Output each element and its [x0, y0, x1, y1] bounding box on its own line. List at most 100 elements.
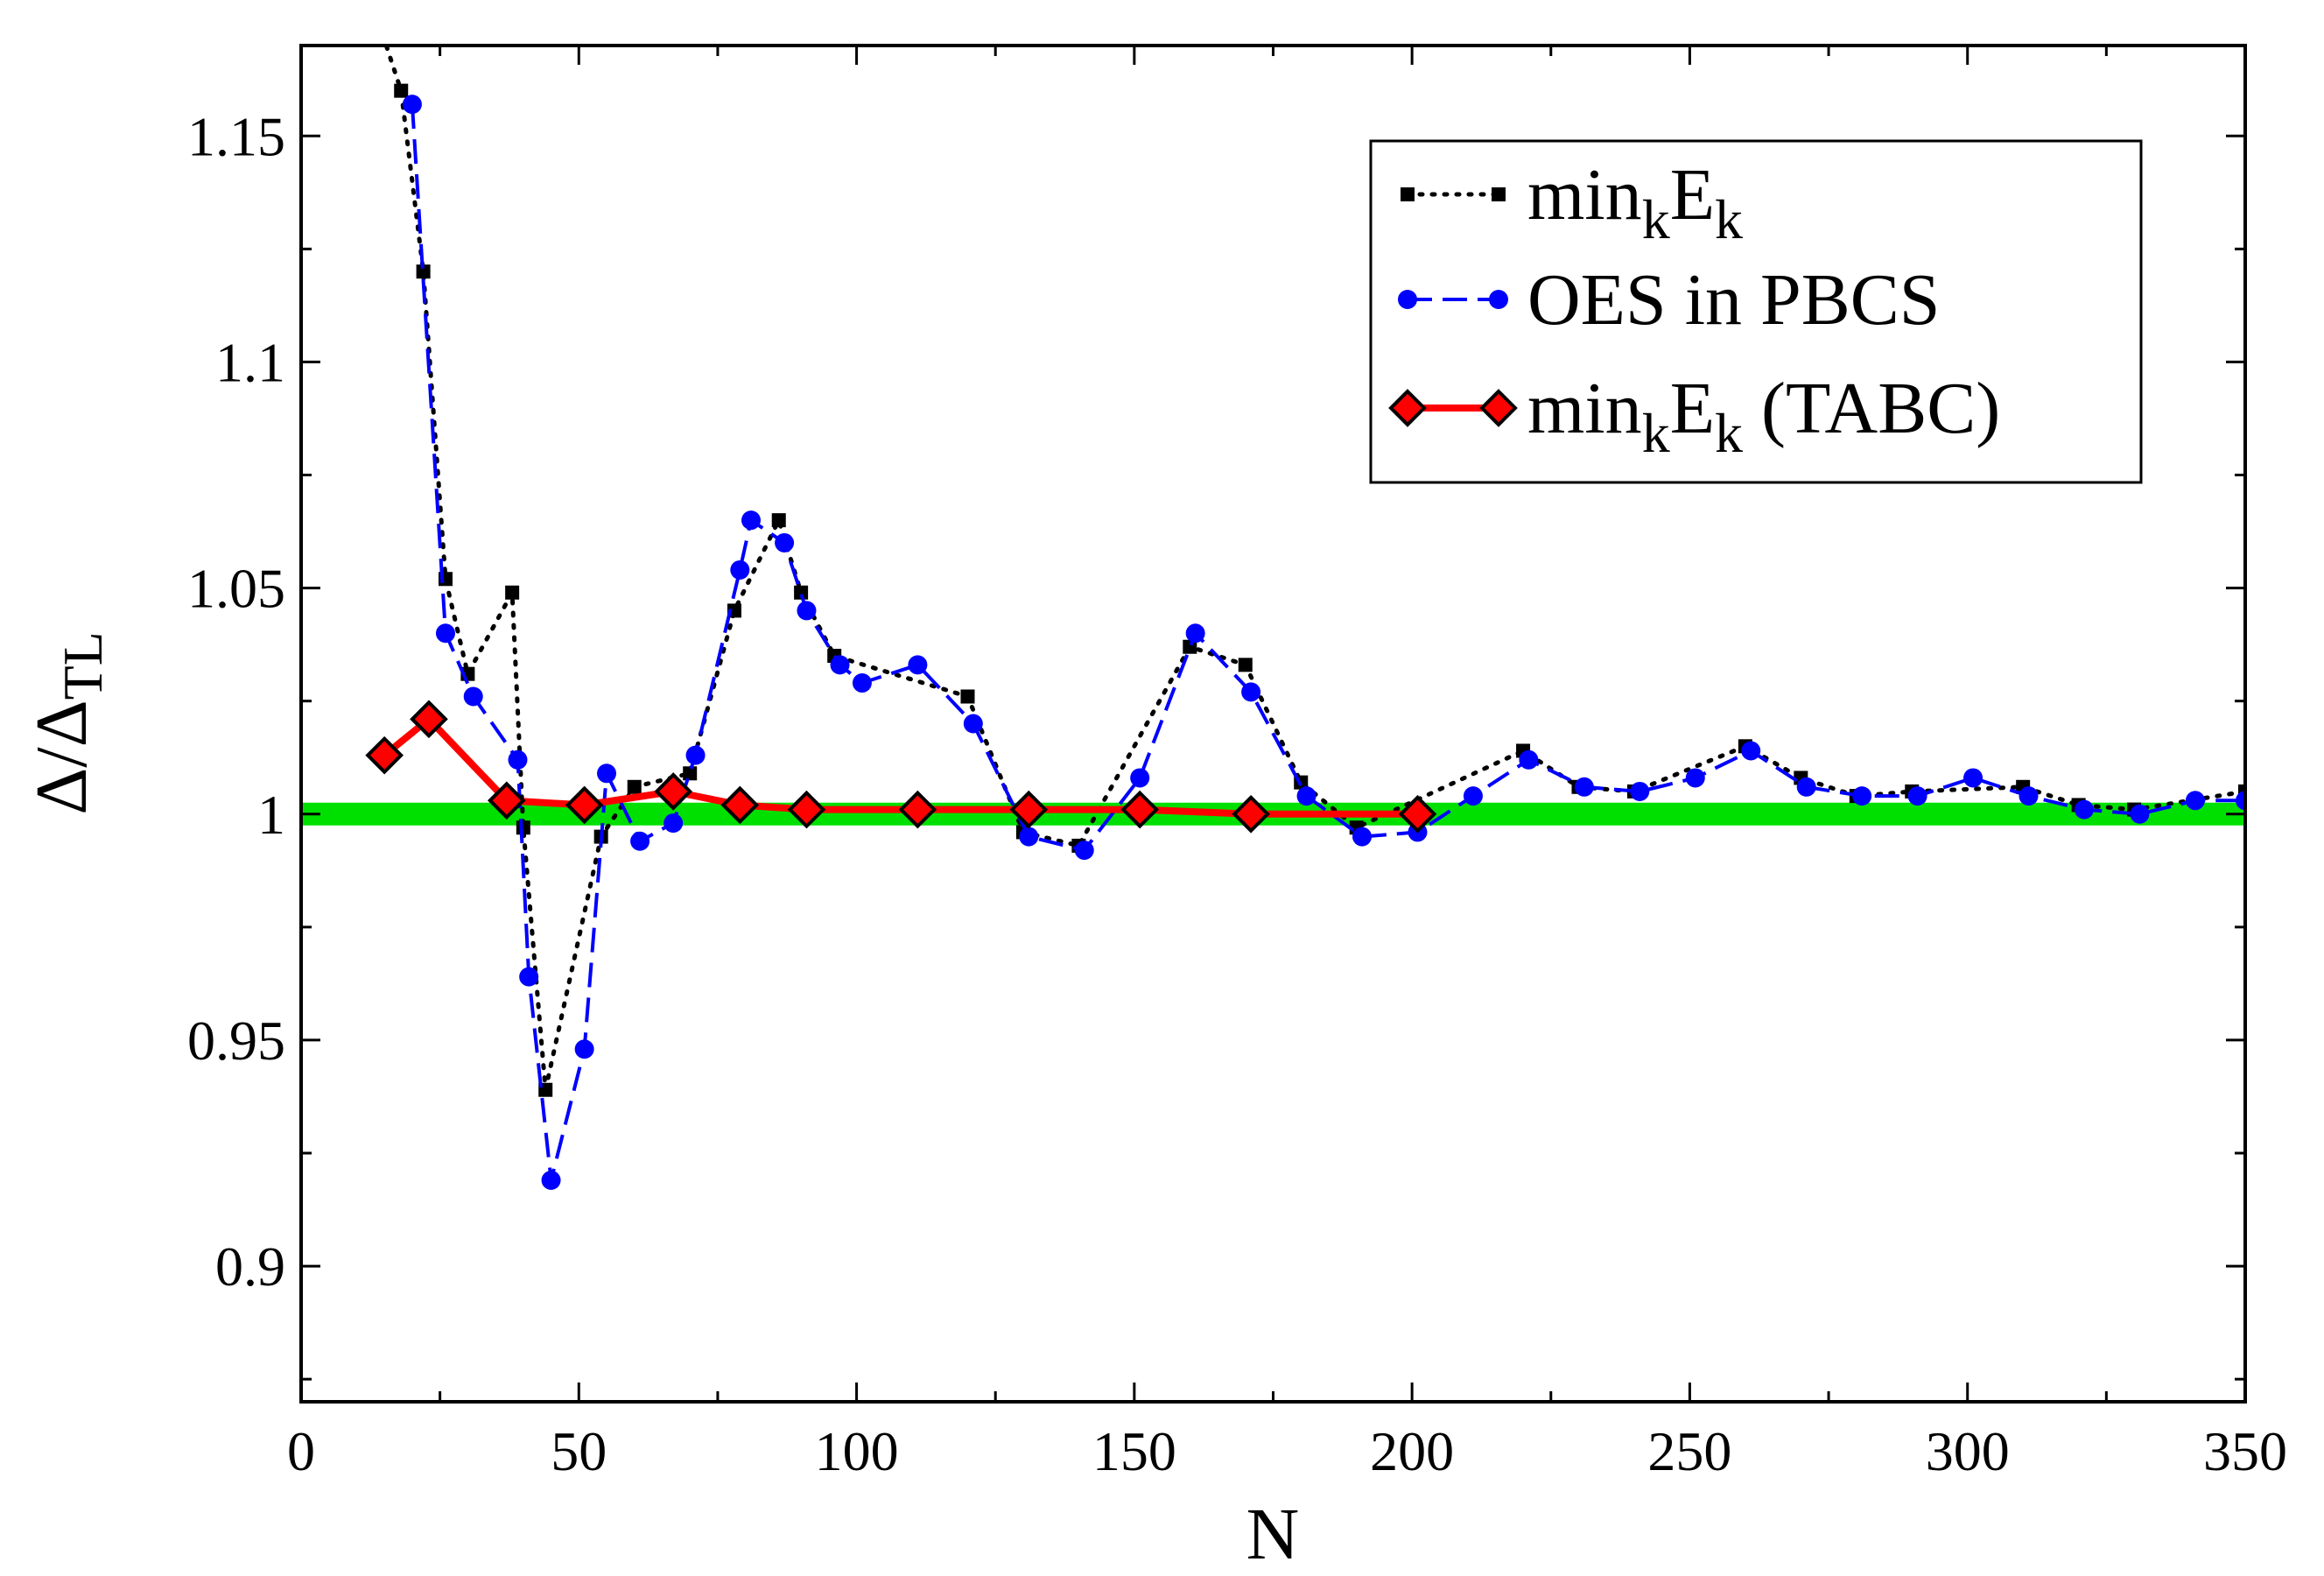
y-tick-label: 0.95 — [187, 1010, 285, 1072]
x-tick-label: 250 — [1647, 1420, 1731, 1482]
data-point — [516, 820, 530, 835]
series-line — [381, 715, 1422, 818]
x-axis-label: N — [1246, 1494, 1300, 1575]
legend-label-part: k — [1715, 402, 1743, 464]
data-point — [794, 585, 809, 600]
y-tick-label: 1.1 — [215, 331, 285, 393]
data-point — [685, 745, 706, 765]
x-tick-label: 300 — [1926, 1420, 2010, 1482]
data-point — [963, 714, 983, 734]
data-point — [683, 766, 698, 781]
data-point — [541, 1170, 561, 1190]
legend-label-part: min — [1527, 368, 1642, 449]
data-point — [1130, 768, 1150, 788]
data-point — [1019, 827, 1039, 847]
data-point — [463, 686, 483, 707]
y-tick-label: 1.15 — [187, 105, 285, 167]
legend-entry: OES in PBCS — [1398, 259, 1941, 341]
data-point — [2185, 791, 2205, 811]
data-point — [775, 532, 795, 552]
data-point — [519, 967, 539, 987]
data-point — [1519, 749, 1539, 770]
data-point — [797, 601, 817, 621]
data-point — [565, 785, 604, 825]
data-point — [771, 513, 786, 528]
x-tick-label: 50 — [551, 1420, 607, 1482]
data-point — [416, 264, 431, 279]
data-point — [574, 1039, 594, 1059]
data-point — [435, 623, 455, 644]
data-point — [1232, 794, 1270, 834]
x-tick-label: 200 — [1370, 1420, 1454, 1482]
legend-marker — [1489, 290, 1508, 309]
data-point — [1907, 786, 1927, 806]
data-point — [1630, 781, 1650, 801]
data-point — [830, 655, 850, 675]
data-point — [1185, 623, 1205, 644]
data-point — [1963, 768, 1983, 788]
data-point — [1741, 741, 1761, 761]
legend-label-part: OES in PBCS — [1527, 259, 1941, 341]
legend-label: minkEk — [1527, 154, 1743, 250]
y-tick-label: 0.9 — [215, 1235, 285, 1298]
data-point — [852, 673, 872, 693]
legend-marker — [1479, 389, 1518, 427]
data-point — [505, 585, 520, 600]
data-point — [720, 785, 760, 825]
y-axis-label-sub: TL — [52, 631, 114, 700]
data-point — [1574, 777, 1594, 797]
y-axis-label-base: Δ/Δ — [21, 700, 102, 814]
data-point — [787, 790, 826, 829]
legend-label: OES in PBCS — [1527, 259, 1941, 341]
legend-label: minkEk (TABC) — [1527, 368, 2000, 464]
data-point — [627, 779, 642, 794]
legend-label-part: min — [1527, 154, 1642, 236]
y-tick-label: 1 — [257, 784, 285, 846]
data-point — [2074, 799, 2094, 820]
data-point — [410, 700, 448, 739]
y-tick-label: 1.05 — [187, 558, 285, 620]
data-point — [960, 689, 975, 704]
data-point — [1009, 790, 1049, 829]
data-point — [365, 735, 404, 775]
data-point — [1352, 827, 1373, 847]
data-point — [1463, 786, 1483, 806]
data-point — [597, 763, 617, 784]
y-axis-label: Δ/ΔTL — [21, 631, 114, 815]
data-point — [2019, 786, 2039, 806]
data-point — [2130, 804, 2150, 824]
data-point — [741, 510, 762, 531]
data-point — [1296, 786, 1316, 806]
data-point — [1238, 658, 1253, 672]
data-point — [402, 95, 422, 115]
data-point — [898, 790, 937, 829]
legend-label-part: (TABC) — [1743, 368, 2000, 449]
data-point — [394, 83, 409, 98]
legend-marker — [1398, 290, 1417, 309]
data-point — [908, 655, 928, 675]
data-point — [1796, 777, 1816, 797]
axis-ticks: 0 50 100 150 200 250 300 350 0.9 0.95 1 1.05 1.1 1.15 — [187, 46, 2287, 1482]
legend-label-part: k — [1642, 402, 1670, 464]
data-point — [1241, 682, 1261, 702]
x-tick-label: 100 — [815, 1420, 899, 1482]
legend-label-part: E — [1670, 154, 1715, 236]
data-point — [663, 813, 684, 834]
series-3 — [365, 700, 1437, 834]
legend-label-part: E — [1670, 368, 1715, 449]
data-point — [630, 831, 650, 851]
x-tick-label: 150 — [1092, 1420, 1176, 1482]
x-tick-label: 0 — [287, 1420, 315, 1482]
legend-label-part: k — [1715, 188, 1743, 250]
series-line — [410, 103, 2245, 1182]
data-point — [1074, 841, 1094, 861]
data-point — [2236, 791, 2245, 811]
data-point — [654, 772, 692, 811]
series-layer — [365, 46, 2245, 1190]
data-point — [1398, 794, 1437, 834]
legend-marker — [1401, 187, 1415, 201]
legend-entry: minkEk (TABC) — [1388, 368, 2000, 464]
legend-label-part: k — [1642, 188, 1670, 250]
